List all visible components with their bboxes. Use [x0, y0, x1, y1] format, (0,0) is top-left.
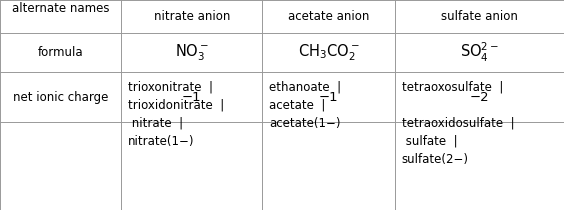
- Text: nitrate anion: nitrate anion: [153, 10, 230, 23]
- Text: $\mathregular{NO_3^-}$: $\mathregular{NO_3^-}$: [175, 42, 209, 63]
- Text: −1: −1: [182, 91, 201, 104]
- Text: $\mathregular{SO_4^{2-}}$: $\mathregular{SO_4^{2-}}$: [460, 41, 499, 64]
- Text: trioxonitrate  |
trioxidonitrate  |
 nitrate  |
nitrate(1−): trioxonitrate | trioxidonitrate | nitrat…: [128, 81, 224, 148]
- Text: sulfate anion: sulfate anion: [441, 10, 518, 23]
- Text: −2: −2: [470, 91, 489, 104]
- Text: $\mathregular{CH_3CO_2^-}$: $\mathregular{CH_3CO_2^-}$: [298, 42, 359, 63]
- Text: ethanoate  |
acetate  |
acetate(1−): ethanoate | acetate | acetate(1−): [269, 81, 341, 130]
- Text: −1: −1: [319, 91, 338, 104]
- Text: acetate anion: acetate anion: [288, 10, 369, 23]
- Text: formula: formula: [38, 46, 83, 59]
- Text: tetraoxosulfate  |

tetraoxidosulfate  |
 sulfate  |
sulfate(2−): tetraoxosulfate | tetraoxidosulfate | su…: [402, 81, 514, 166]
- Text: net ionic charge: net ionic charge: [13, 91, 108, 104]
- Text: alternate names: alternate names: [12, 2, 109, 15]
